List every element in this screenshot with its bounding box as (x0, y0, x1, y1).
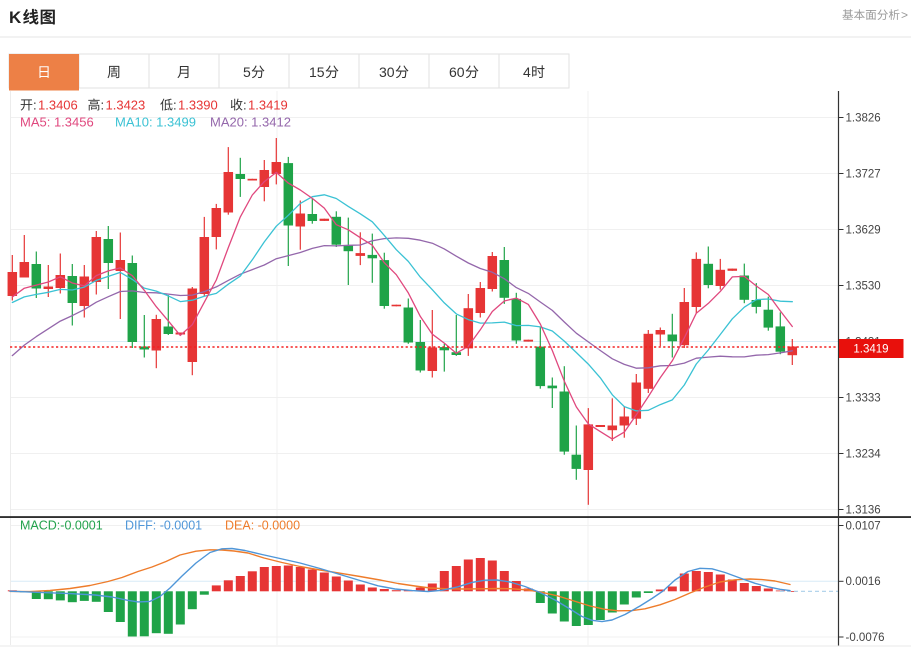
svg-text:MA10: 1.3499: MA10: 1.3499 (115, 115, 196, 130)
svg-text:4: 4 (523, 64, 531, 80)
svg-text:1.3234: 1.3234 (846, 448, 882, 460)
svg-text:MA20: 1.3412: MA20: 1.3412 (210, 115, 291, 130)
svg-text:-0.0076: -0.0076 (846, 632, 885, 644)
svg-text:5: 5 (243, 64, 251, 80)
svg-text:K: K (9, 8, 22, 27)
svg-text:1.3390: 1.3390 (178, 98, 218, 113)
svg-text::: : (173, 98, 177, 113)
svg-text:MACD:-0.0001: MACD:-0.0001 (20, 519, 103, 533)
svg-text:1.3419: 1.3419 (248, 98, 288, 113)
svg-text:15: 15 (309, 64, 325, 80)
svg-text:1.3333: 1.3333 (846, 392, 881, 404)
svg-text:DIFF: -0.0001: DIFF: -0.0001 (125, 519, 202, 533)
svg-text:1.3530: 1.3530 (846, 280, 881, 292)
svg-text:1.3727: 1.3727 (846, 168, 881, 180)
svg-text:60: 60 (449, 64, 465, 80)
svg-text:1.3423: 1.3423 (106, 98, 146, 113)
svg-text::: : (101, 98, 105, 113)
svg-text:1.3136: 1.3136 (846, 504, 881, 516)
svg-text:1.3419: 1.3419 (853, 343, 888, 355)
svg-text::: : (33, 98, 37, 113)
svg-text:MA5: 1.3456: MA5: 1.3456 (20, 115, 94, 130)
svg-text::: : (243, 98, 247, 113)
svg-text:1.3406: 1.3406 (38, 98, 78, 113)
svg-text:30: 30 (379, 64, 395, 80)
svg-text:1.3826: 1.3826 (846, 112, 881, 124)
svg-text:0.0016: 0.0016 (846, 576, 881, 588)
svg-text:DEA: -0.0000: DEA: -0.0000 (225, 519, 300, 533)
svg-text:1.3629: 1.3629 (846, 224, 881, 236)
svg-text:>: > (901, 8, 908, 22)
svg-text:0.0107: 0.0107 (846, 520, 881, 532)
